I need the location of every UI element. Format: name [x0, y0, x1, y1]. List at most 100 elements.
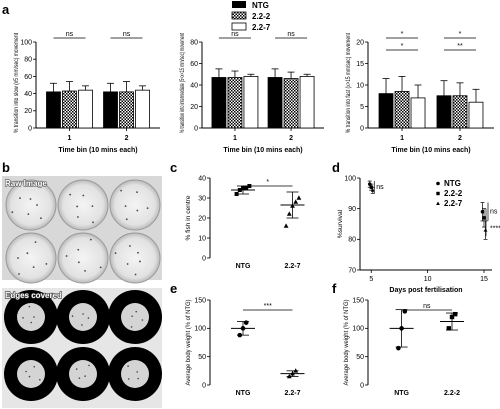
y-tick-label: 0 — [202, 382, 206, 389]
fish-dot — [84, 375, 86, 377]
x-tick-label: 1 — [233, 135, 237, 142]
data-point — [396, 345, 401, 351]
data-point — [482, 216, 486, 220]
data-point — [296, 195, 302, 200]
y-tick-label: 60 — [190, 61, 198, 68]
data-point — [480, 209, 485, 214]
y-axis-label: Average body weight (% of NTG) — [343, 300, 350, 386]
y-tick-label: 60 — [24, 74, 32, 81]
legend-marker — [436, 201, 440, 205]
sig-label: * — [459, 31, 462, 38]
y-axis-label: % transition into slow (x5 mm/sec) movem… — [13, 33, 20, 133]
raw-image-label: Raw Image — [5, 179, 47, 188]
fish-dot — [77, 248, 80, 251]
legend-label-ntg: NTG — [252, 1, 269, 10]
y-tick-label: 40 — [24, 91, 32, 98]
fish-dot — [17, 257, 19, 259]
fish-dot — [78, 377, 81, 379]
data-point — [243, 320, 249, 325]
fish-dot — [69, 193, 72, 196]
fish-dot — [136, 209, 139, 212]
fish-dot — [131, 315, 133, 317]
panel-label-d: d — [332, 160, 340, 175]
well-raw — [5, 179, 57, 231]
x-tick-label: 2.2-2 — [444, 390, 460, 397]
y-tick-label: 100 — [20, 39, 32, 46]
fish-dot — [136, 371, 138, 373]
sig-label: ns — [490, 209, 498, 216]
fish-dot — [126, 263, 129, 265]
fish-dot — [120, 189, 123, 192]
y-tick-label: 150 — [194, 297, 206, 304]
fish-dot — [11, 211, 14, 214]
fish-dot — [129, 245, 131, 247]
x-tick-label: NTG — [236, 390, 251, 397]
sig-label: ns — [66, 31, 74, 38]
well-centre — [121, 303, 149, 331]
y-tick-label: 100 — [194, 326, 206, 333]
sig-label: * — [401, 43, 404, 50]
bar-2.2-2-2 — [452, 95, 468, 129]
data-point — [453, 311, 458, 317]
data-point — [446, 326, 451, 331]
y-tick-label: 20 — [24, 108, 32, 115]
fish-dot — [71, 315, 74, 317]
y-tick-label: 50 — [198, 354, 206, 361]
data-point — [286, 373, 292, 379]
y-axis-label: % fish in centre — [185, 195, 192, 240]
y-tick-label: 40 — [198, 175, 206, 182]
x-tick-label: 1 — [68, 135, 72, 142]
legend-label: NTG — [444, 179, 461, 188]
sig-label: * — [266, 179, 269, 186]
edges-image-label: Edges covered — [5, 291, 62, 300]
bar-NTG-1 — [46, 91, 61, 129]
fish-dot — [125, 218, 128, 221]
well-raw — [109, 179, 161, 231]
x-axis-label: Time bin (10 mins each) — [223, 147, 302, 154]
fish-dot — [92, 221, 94, 224]
fish-dot — [33, 316, 35, 318]
fish-dot — [34, 241, 37, 244]
x-tick-label: 2.2-7 — [285, 390, 301, 397]
data-point — [293, 199, 299, 204]
well-centre — [69, 360, 97, 388]
y-tick-label: 40 — [190, 82, 198, 89]
y-tick-label: 20 — [356, 39, 364, 46]
x-tick-label: 15 — [480, 276, 488, 283]
y-tick-label: 0 — [360, 382, 364, 389]
legend-label: 2.2-7 — [444, 199, 463, 208]
chart-a2: 0 20 40 60 80 % transition into intermediate … — [179, 31, 324, 154]
fish-dot — [33, 365, 36, 368]
y-tick-label: 70 — [348, 267, 356, 274]
y-tick-label: 10 — [198, 235, 206, 242]
x-tick-label: NTG — [236, 263, 251, 270]
data-point — [399, 326, 404, 331]
well-centre — [121, 360, 149, 388]
well-centre — [69, 303, 97, 331]
x-axis-label: Time bin (10 mins each) — [391, 147, 470, 154]
data-point — [240, 326, 246, 331]
image-raw: Raw Image — [2, 176, 162, 284]
bar-2.2-2-2 — [283, 78, 299, 129]
x-tick-label: 5 — [369, 276, 373, 283]
x-tick-label: 2 — [458, 135, 462, 142]
x-tick-label: 2.2-7 — [285, 263, 301, 270]
sig-label: ns — [287, 31, 295, 38]
y-tick-label: 90 — [348, 206, 356, 213]
fish-dot — [27, 213, 30, 216]
fish-dot — [25, 370, 27, 373]
y-axis-label: %survival — [337, 209, 344, 238]
legend-label: 2.2-2 — [444, 189, 463, 198]
y-tick-label: 0 — [28, 125, 32, 132]
sig-label: ns — [231, 31, 239, 38]
bar-2.2-7-1 — [78, 89, 93, 129]
well-raw — [57, 232, 109, 284]
panel-label-b: b — [2, 160, 10, 175]
x-tick-label: 2 — [125, 135, 129, 142]
panel-label-a: a — [2, 2, 10, 17]
data-point — [290, 371, 295, 376]
fish-dot — [135, 310, 138, 313]
